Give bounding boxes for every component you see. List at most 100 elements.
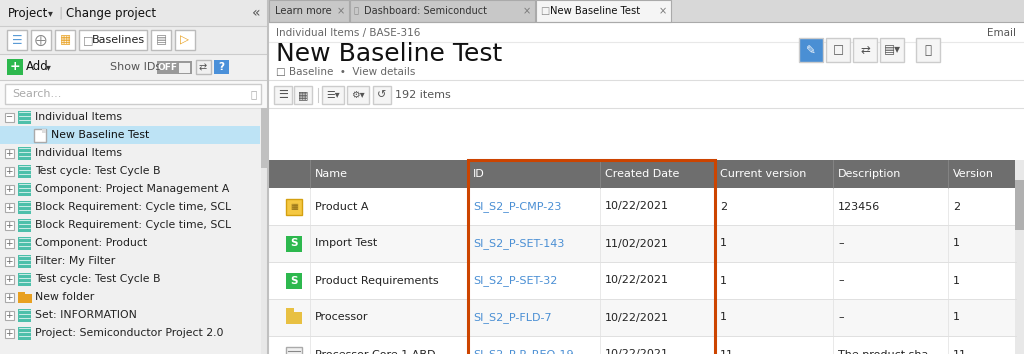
Text: S: S bbox=[290, 275, 298, 285]
Text: New Baseline Test: New Baseline Test bbox=[276, 42, 502, 66]
Bar bbox=[42, 129, 46, 133]
Text: S: S bbox=[290, 239, 298, 249]
Text: ⨁: ⨁ bbox=[35, 34, 47, 46]
Text: New Baseline Test: New Baseline Test bbox=[550, 6, 640, 16]
Text: Component: Project Management A: Component: Project Management A bbox=[35, 184, 229, 194]
Bar bbox=[5, 293, 14, 302]
Bar bbox=[5, 221, 14, 230]
Bar bbox=[0, 80, 268, 108]
Text: Individual Items: Individual Items bbox=[35, 112, 122, 122]
Text: SI_S2_P-SET-32: SI_S2_P-SET-32 bbox=[473, 275, 557, 286]
Text: +: + bbox=[5, 310, 12, 320]
Text: Product Requirements: Product Requirements bbox=[315, 275, 438, 285]
Text: ▦: ▦ bbox=[59, 34, 71, 46]
Bar bbox=[261, 108, 268, 354]
Text: □ Baseline  •  View details: □ Baseline • View details bbox=[276, 67, 416, 77]
Bar bbox=[178, 62, 190, 73]
Text: ▾: ▾ bbox=[46, 62, 51, 72]
Text: ▤: ▤ bbox=[156, 34, 167, 46]
Text: 123456: 123456 bbox=[838, 201, 881, 211]
Text: ↺: ↺ bbox=[377, 90, 387, 100]
Bar bbox=[0, 54, 268, 80]
Text: +: + bbox=[5, 274, 12, 284]
Text: Set: INFORMATION: Set: INFORMATION bbox=[35, 310, 137, 320]
Text: +: + bbox=[5, 239, 12, 247]
Bar bbox=[214, 60, 229, 74]
Text: 2: 2 bbox=[720, 201, 727, 211]
Bar bbox=[18, 201, 31, 214]
Text: 1: 1 bbox=[953, 239, 961, 249]
Bar bbox=[0, 126, 260, 144]
Text: New folder: New folder bbox=[35, 292, 94, 302]
Text: 10/22/2021: 10/22/2021 bbox=[605, 349, 669, 354]
Text: Project: Semiconductor Project 2.0: Project: Semiconductor Project 2.0 bbox=[35, 328, 223, 338]
Bar bbox=[157, 61, 193, 74]
Text: ×: × bbox=[337, 6, 345, 16]
Bar bbox=[0, 26, 268, 54]
Text: 11: 11 bbox=[720, 349, 734, 354]
Bar bbox=[468, 160, 715, 354]
Text: Test cycle: Test Cycle B: Test cycle: Test Cycle B bbox=[35, 274, 161, 284]
Text: 192 items: 192 items bbox=[395, 90, 451, 100]
Text: ID: ID bbox=[473, 169, 484, 179]
Bar bbox=[286, 308, 294, 313]
Text: 🗑: 🗑 bbox=[925, 44, 932, 57]
Bar bbox=[196, 60, 211, 74]
Bar bbox=[5, 84, 261, 104]
Bar bbox=[31, 30, 51, 50]
Bar bbox=[286, 312, 302, 324]
Bar bbox=[880, 38, 904, 62]
Bar bbox=[5, 329, 14, 338]
Text: +: + bbox=[9, 61, 20, 74]
Text: +: + bbox=[5, 292, 12, 302]
Text: ▾: ▾ bbox=[48, 8, 53, 18]
Text: –: – bbox=[838, 239, 844, 249]
Text: □: □ bbox=[540, 6, 549, 16]
Bar bbox=[18, 255, 31, 268]
Text: Add: Add bbox=[26, 61, 49, 74]
Bar bbox=[1015, 180, 1024, 230]
Bar bbox=[5, 167, 14, 176]
Bar bbox=[0, 0, 268, 354]
Bar bbox=[5, 113, 14, 122]
Text: −: − bbox=[5, 113, 12, 121]
Text: Dashboard: Semiconduct: Dashboard: Semiconduct bbox=[364, 6, 487, 16]
Text: Individual Items: Individual Items bbox=[35, 148, 122, 158]
Bar bbox=[151, 30, 171, 50]
Bar bbox=[18, 219, 31, 232]
Bar bbox=[268, 0, 1024, 22]
Bar bbox=[5, 275, 14, 284]
Bar bbox=[826, 38, 850, 62]
Bar bbox=[18, 273, 31, 286]
Bar bbox=[18, 183, 31, 196]
Text: Project: Project bbox=[8, 6, 48, 19]
Text: 1: 1 bbox=[953, 275, 961, 285]
Text: Description: Description bbox=[838, 169, 901, 179]
Text: Block Requirement: Cycle time, SCL: Block Requirement: Cycle time, SCL bbox=[35, 202, 231, 212]
Text: Created Date: Created Date bbox=[605, 169, 679, 179]
Text: Current version: Current version bbox=[720, 169, 806, 179]
Bar bbox=[5, 185, 14, 194]
Text: ?: ? bbox=[218, 62, 224, 72]
Text: Name: Name bbox=[315, 169, 348, 179]
Text: 1: 1 bbox=[720, 275, 727, 285]
Bar bbox=[916, 38, 940, 62]
Text: Product A: Product A bbox=[315, 201, 369, 211]
Text: +: + bbox=[5, 202, 12, 211]
Text: SI_S2_P-SET-143: SI_S2_P-SET-143 bbox=[473, 238, 564, 249]
Bar bbox=[18, 237, 31, 250]
Text: SI_S2_P-FLD-7: SI_S2_P-FLD-7 bbox=[473, 312, 552, 323]
Bar bbox=[55, 30, 75, 50]
Bar bbox=[261, 108, 268, 168]
Text: +: + bbox=[5, 257, 12, 266]
Bar bbox=[18, 294, 32, 303]
Text: 2: 2 bbox=[953, 201, 961, 211]
Text: 11: 11 bbox=[953, 349, 967, 354]
Text: 10/22/2021: 10/22/2021 bbox=[605, 313, 669, 322]
Bar bbox=[268, 188, 1016, 225]
Text: Change project: Change project bbox=[66, 6, 156, 19]
Text: 1: 1 bbox=[720, 239, 727, 249]
Text: Component: Product: Component: Product bbox=[35, 238, 147, 248]
Text: ×: × bbox=[523, 6, 531, 16]
Bar bbox=[18, 165, 31, 178]
